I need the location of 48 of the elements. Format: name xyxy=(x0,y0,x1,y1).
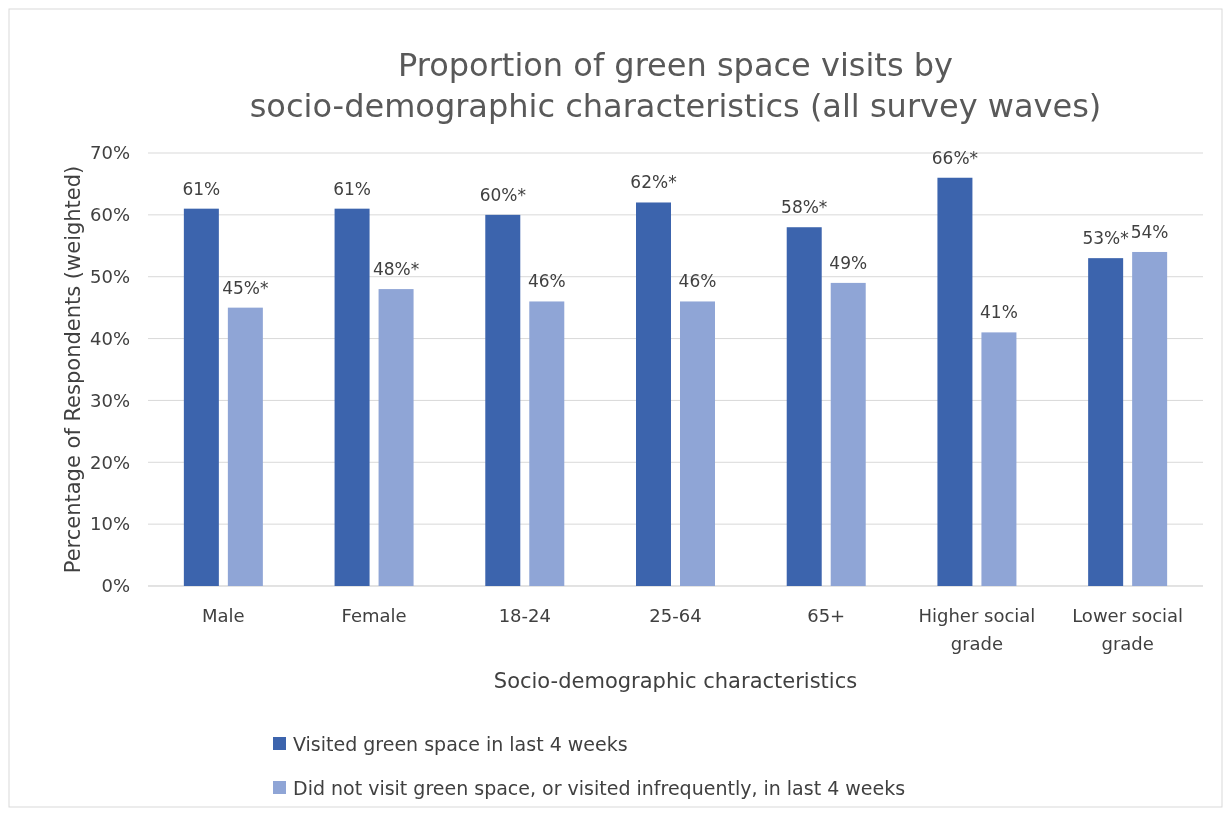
bar xyxy=(485,214,521,586)
data-label: 62%* xyxy=(630,172,677,193)
y-tick-label: 40% xyxy=(89,327,130,349)
chart-title: Proportion of green space visits by socio-demographic characteristics (all survey waves) xyxy=(249,46,1102,125)
bar xyxy=(1088,258,1124,586)
y-tick-label: 20% xyxy=(89,451,130,473)
bar xyxy=(334,208,370,586)
bar xyxy=(830,282,866,586)
x-tick-label: Lower social grade xyxy=(1072,605,1184,654)
bar xyxy=(227,307,263,586)
x-axis-title: Socio-demographic characteristics xyxy=(493,669,858,693)
bar xyxy=(981,332,1017,586)
y-axis-title: Percentage of Respondents (weighted) xyxy=(61,165,85,574)
bar xyxy=(1132,251,1168,586)
data-label: 66%* xyxy=(931,147,979,168)
x-tick-label: Male xyxy=(202,605,245,626)
y-tick-label: 30% xyxy=(89,389,130,411)
x-tick-label: 18-24 xyxy=(498,605,551,626)
legend-label: Did not visit green space, or visited infrequently, in last 4 weeks xyxy=(293,776,906,799)
data-label: 61% xyxy=(333,178,371,199)
data-label: 61% xyxy=(182,178,221,199)
x-tick-label: 25-64 xyxy=(649,605,702,626)
data-label: 45%* xyxy=(222,277,269,298)
bar xyxy=(183,208,219,586)
x-tick-label: Higher social grade xyxy=(918,605,1036,654)
bar xyxy=(937,177,973,586)
x-tick-label: 65+ xyxy=(807,605,846,626)
data-label: 58%* xyxy=(781,197,828,218)
y-tick-label: 10% xyxy=(89,513,130,535)
bar xyxy=(786,227,822,586)
y-tick-label: 50% xyxy=(89,266,130,288)
data-label: 41% xyxy=(980,302,1018,323)
y-tick-label: 70% xyxy=(89,142,130,164)
data-label: 46% xyxy=(678,271,717,292)
y-tick-label: 0% xyxy=(101,575,130,597)
data-label: 48%* xyxy=(372,259,420,280)
y-tick-label: 60% xyxy=(89,204,130,226)
data-label: 53%* xyxy=(1082,228,1129,249)
data-label: 60%* xyxy=(479,184,526,205)
legend-label: Visited green space in last 4 weeks xyxy=(293,732,628,755)
x-tick-label: Female xyxy=(341,605,407,626)
bar xyxy=(680,301,715,586)
data-label: 54% xyxy=(1130,221,1169,242)
bar xyxy=(378,289,414,586)
data-label: 49% xyxy=(829,252,868,273)
data-label: 46% xyxy=(527,271,566,292)
bar xyxy=(636,202,671,586)
bar xyxy=(529,301,565,586)
